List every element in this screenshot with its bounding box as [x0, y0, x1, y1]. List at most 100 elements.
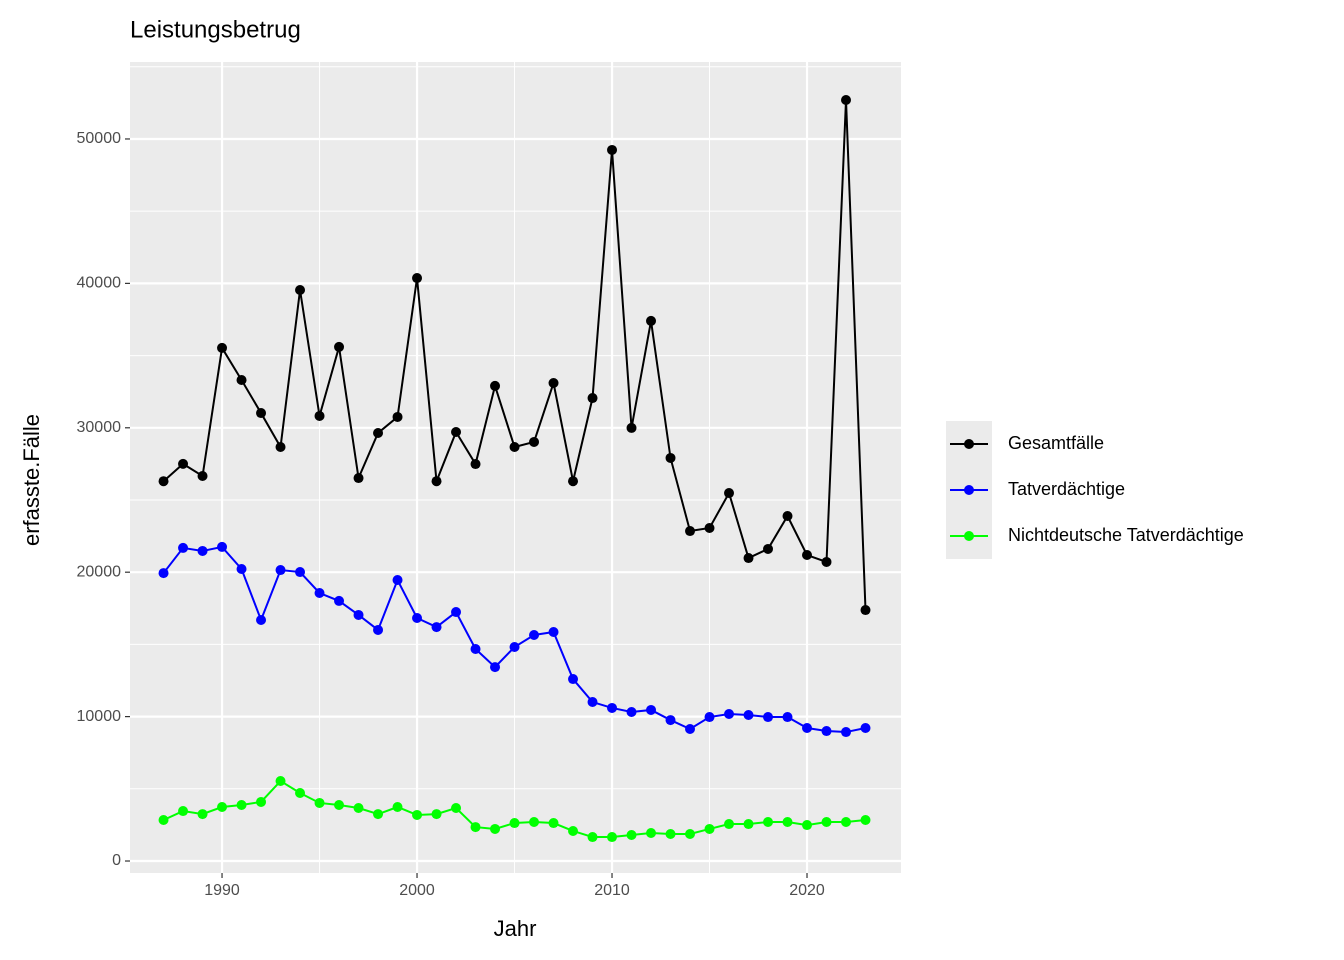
- data-point: [607, 144, 618, 155]
- data-point: [451, 607, 462, 618]
- data-point: [548, 626, 559, 637]
- data-point: [431, 476, 442, 487]
- data-point: [587, 393, 598, 404]
- data-point: [178, 542, 189, 553]
- panel: [130, 62, 901, 873]
- data-point: [178, 806, 189, 817]
- data-point: [607, 702, 618, 713]
- y-tick-label: 50000: [77, 130, 122, 147]
- data-point: [665, 715, 676, 726]
- data-point: [470, 459, 481, 470]
- data-point: [490, 662, 501, 673]
- data-point: [529, 436, 540, 447]
- data-point: [841, 817, 852, 828]
- data-point: [158, 815, 169, 826]
- data-point: [275, 565, 286, 576]
- y-tick-label: 20000: [77, 563, 122, 580]
- data-point: [334, 595, 345, 606]
- x-tick-label: 2010: [594, 882, 630, 899]
- data-point: [295, 285, 306, 296]
- data-point: [236, 374, 247, 385]
- data-point: [412, 273, 423, 284]
- data-point: [568, 825, 579, 836]
- data-point: [412, 612, 423, 623]
- data-point: [353, 473, 364, 484]
- data-point: [256, 796, 267, 807]
- data-point: [197, 471, 208, 482]
- data-point: [256, 614, 267, 625]
- x-tick-label: 2000: [399, 882, 435, 899]
- legend-swatch-point: [964, 439, 974, 449]
- data-point: [860, 605, 871, 616]
- data-point: [158, 476, 169, 487]
- data-point: [334, 341, 345, 352]
- data-point: [724, 488, 735, 499]
- data-point: [256, 408, 267, 419]
- data-point: [802, 723, 813, 734]
- data-point: [353, 803, 364, 814]
- data-point: [158, 568, 169, 579]
- data-point: [724, 819, 735, 830]
- data-point: [217, 342, 228, 353]
- data-point: [217, 541, 228, 552]
- data-point: [685, 724, 696, 735]
- data-point: [704, 712, 715, 723]
- x-tick-label: 1990: [204, 882, 240, 899]
- legend-swatch-point: [964, 531, 974, 541]
- y-tick-label: 40000: [77, 275, 122, 292]
- data-point: [353, 609, 364, 620]
- data-point: [782, 511, 793, 522]
- data-point: [665, 452, 676, 463]
- data-point: [724, 709, 735, 720]
- data-point: [743, 553, 754, 564]
- data-point: [431, 809, 442, 820]
- data-point: [509, 818, 520, 829]
- data-point: [178, 458, 189, 469]
- data-point: [802, 550, 813, 561]
- data-point: [646, 704, 657, 715]
- data-point: [451, 426, 462, 437]
- data-point: [626, 706, 637, 717]
- data-point: [782, 817, 793, 828]
- data-point: [490, 823, 501, 834]
- data-point: [431, 622, 442, 633]
- data-point: [236, 799, 247, 810]
- x-tick-label: 2020: [789, 882, 825, 899]
- data-point: [197, 545, 208, 556]
- data-point: [373, 427, 384, 438]
- data-point: [802, 820, 813, 831]
- data-point: [685, 829, 696, 840]
- data-point: [646, 315, 657, 326]
- data-point: [314, 410, 325, 421]
- data-point: [607, 832, 618, 843]
- data-point: [704, 823, 715, 834]
- data-point: [470, 822, 481, 833]
- data-point: [275, 441, 286, 452]
- data-point: [821, 726, 832, 737]
- data-point: [626, 830, 637, 841]
- data-point: [295, 787, 306, 798]
- data-point: [334, 799, 345, 810]
- y-axis-title: erfasste.Fälle: [19, 414, 44, 546]
- data-point: [763, 543, 774, 554]
- legend-swatch-point: [964, 485, 974, 495]
- data-point: [392, 411, 403, 422]
- data-point: [412, 809, 423, 820]
- data-point: [841, 94, 852, 105]
- data-point: [626, 422, 637, 433]
- data-point: [529, 817, 540, 828]
- data-point: [568, 476, 579, 487]
- data-point: [314, 797, 325, 808]
- y-tick-label: 30000: [77, 419, 122, 436]
- data-point: [568, 674, 579, 685]
- data-point: [587, 697, 598, 708]
- y-tick-label: 10000: [77, 708, 122, 725]
- data-point: [665, 829, 676, 840]
- data-point: [275, 776, 286, 787]
- legend-label: Nichtdeutsche Tatverdächtige: [1008, 525, 1244, 545]
- legend-label: Gesamtfälle: [1008, 433, 1104, 453]
- data-point: [860, 815, 871, 826]
- data-point: [646, 827, 657, 838]
- data-point: [782, 712, 793, 723]
- data-point: [743, 710, 754, 721]
